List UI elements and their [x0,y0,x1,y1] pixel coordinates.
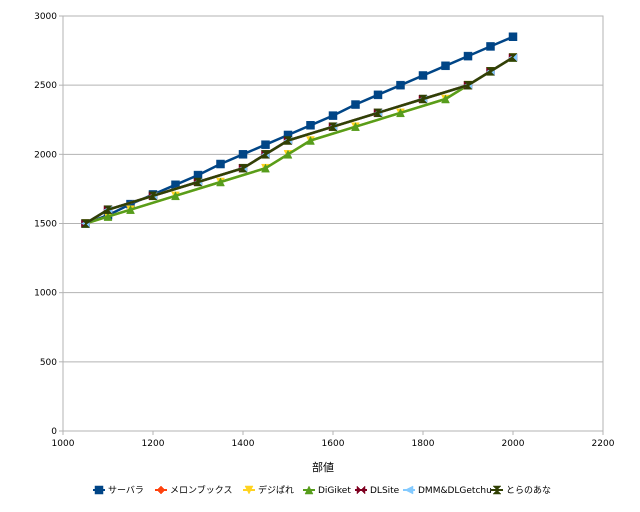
series-2 [81,53,518,229]
x-tick-label: 1600 [322,439,345,449]
data-point [238,150,248,159]
data-point [441,94,450,104]
data-point [396,80,405,90]
data-point [508,32,518,41]
x-axis-ticks: 1000 1200 1400 1600 1800 2000 2200 [52,431,615,449]
y-tick-label: 2500 [34,81,57,91]
legend-item: デジぱれ [243,484,294,496]
legend-label: DLSite [370,486,400,496]
data-point [418,94,428,104]
data-point [238,163,248,173]
x-tick-label: 2200 [592,439,615,449]
legend-label: DMM&DLGetchu [418,486,492,496]
data-point [351,100,360,109]
y-tick-label: 1000 [34,289,57,299]
data-point [216,159,225,169]
data-point [148,191,158,201]
data-point [261,140,270,149]
legend-label: DiGiket [318,486,351,496]
data-point [486,42,495,51]
legend: サーバラ メロンブックス デジぱれ DiGiket DLSite DMM&DLGetchu… [93,484,551,496]
y-axis-ticks: 0 500 1000 1500 2000 2500 3000 [34,12,63,437]
legend-item: とらのあな [491,485,551,496]
legend-swatch-marker [94,485,104,495]
legend-swatch-marker [304,485,314,495]
series-3 [81,52,518,228]
series-6 [80,53,518,228]
data-point [126,205,135,214]
x-axis-label: 部値 [312,460,334,474]
y-tick-label: 0 [51,427,57,437]
legend-label: とらのあな [506,485,551,496]
legend-label: メロンブックス [170,484,232,496]
x-tick-label: 1000 [52,439,75,449]
data-point [373,90,383,100]
legend-item: DiGiket [303,485,351,496]
data-point [351,122,360,131]
x-tick-label: 2000 [502,439,525,449]
legend-item: サーバラ [93,485,144,496]
x-tick-label: 1200 [142,439,165,449]
data-point [396,108,405,118]
legend-label: デジぱれ [258,484,294,496]
series-4 [81,52,518,229]
data-point [463,51,473,61]
legend-swatch-marker [156,485,166,495]
data-point [103,212,113,221]
data-point [463,80,473,90]
y-tick-label: 1500 [34,220,57,230]
legend-swatch-marker [404,485,414,495]
data-point [216,177,225,187]
data-point [485,67,496,76]
data-point [80,219,91,228]
grid-lines [63,15,603,432]
legend-label: サーバラ [108,485,144,496]
data-point [261,163,270,173]
data-point [306,121,315,130]
data-point [328,111,338,120]
data-point [441,61,450,71]
x-tick-label: 1400 [232,439,255,449]
legend-swatch-marker [492,485,502,495]
data-point [193,177,203,187]
data-point [171,191,180,201]
y-tick-label: 2000 [34,150,57,160]
legend-item: DLSite [355,485,400,496]
data-point [260,150,271,159]
data-point [508,53,518,62]
series-layer [80,32,518,229]
data-point [283,149,293,159]
legend-swatch-marker [356,485,366,495]
x-tick-label: 1800 [412,439,435,449]
data-point [373,108,383,118]
legend-swatch-marker [244,485,254,495]
legend-item: DMM&DLGetchu [403,485,492,496]
y-tick-label: 3000 [34,12,57,22]
series-5 [80,53,518,228]
data-point [328,122,338,131]
data-point [306,135,315,145]
data-point [103,205,113,214]
legend-item: メロンブックス [155,484,232,496]
y-tick-label: 500 [40,358,57,368]
data-point [283,136,293,145]
data-point [418,71,428,80]
